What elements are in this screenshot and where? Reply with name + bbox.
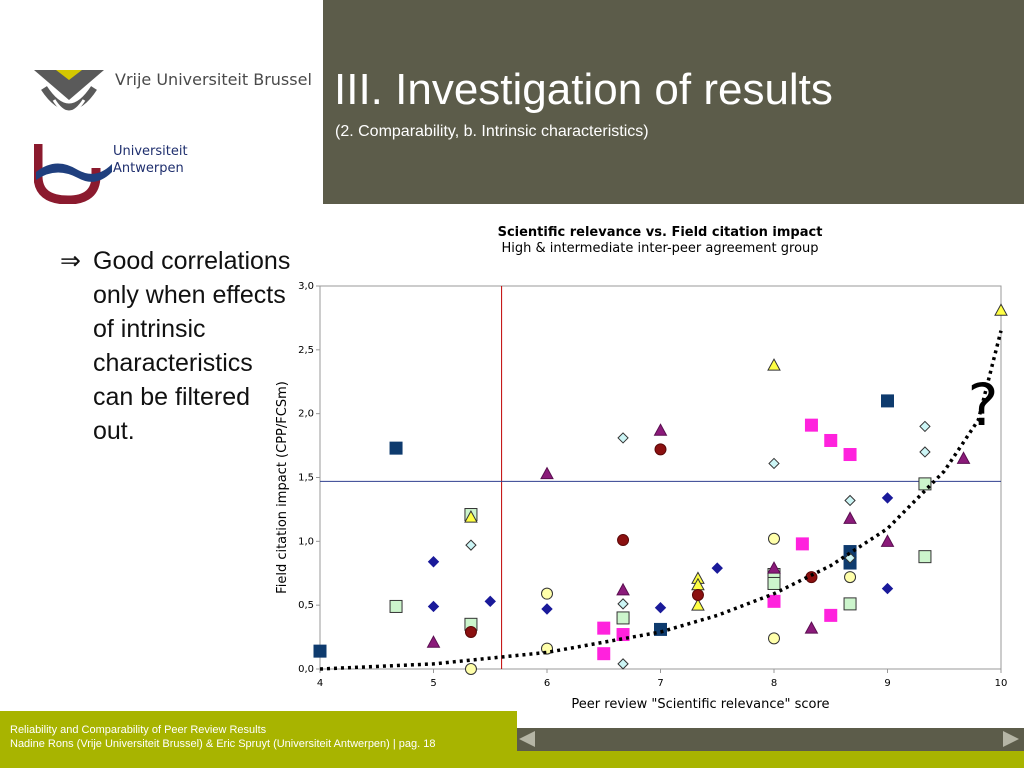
y-tick-label: 0,5 [298,600,314,611]
diamond-data-point [427,600,440,613]
question-mark-annotation: ? [968,371,999,439]
header-panel [323,0,1024,204]
triangle-data-point [426,635,441,648]
x-tick-label: 5 [430,678,436,689]
square-data-point [824,608,838,622]
footer-strip [517,751,1024,768]
diamond-data-point [881,492,894,504]
circle-data-point [691,588,704,601]
circle-data-point [617,534,630,547]
diamond-data-point [844,552,856,564]
square-data-point [804,418,818,432]
footer-authors: Nadine Rons (Vrije Universiteit Brussel)… [10,738,436,750]
slide-subtitle: (2. Comparability, b. Intrinsic characte… [335,123,649,140]
circle-data-point [768,532,780,545]
square-data-point [824,433,838,447]
chart-title: Scientific relevance vs. Field citation … [497,225,823,240]
square-data-point [597,647,611,661]
y-axis-label: Field citation impact (CPP/FCSm) [275,381,290,594]
triangle-data-point [616,582,630,596]
diamond-data-point [541,603,553,615]
square-data-point [843,597,857,611]
arrow-bullet-icon: ⇒ [60,247,81,275]
diamond-data-point [465,539,477,551]
diamond-data-point [919,420,931,433]
scatter-chart: 4 5 6 7 8 9 10 0,0 0,5 1,0 1,5 2,0 2,5 3,0 Peer review… [275,281,1008,712]
diamond-data-point [711,562,723,574]
x-tick-label: 8 [771,678,777,689]
x-axis-label: Peer review "Scientific relevance" score [571,697,829,712]
triangle-data-point [880,534,895,547]
y-tick-label: 0,0 [298,664,314,675]
triangle-data-point [767,561,781,574]
y-tick-label: 1,0 [298,536,314,547]
ua-logo-icon [34,144,112,204]
next-slide-icon[interactable] [1003,731,1019,747]
square-data-point [616,611,630,625]
diamond-data-point [768,457,780,470]
x-tick-label: 4 [317,678,323,689]
x-tick-label: 6 [544,678,550,689]
chart-subtitle: High & intermediate inter-peer agreement… [501,241,819,256]
triangle-data-point [691,598,705,611]
diamond-data-point [844,494,856,507]
diamond-data-point [617,598,629,610]
circle-data-point [464,663,477,675]
slide-title: III. Investigation of results [334,65,833,114]
triangle-data-point [464,510,478,523]
y-tick-label: 2,0 [298,409,314,420]
triangle-data-point [767,358,781,371]
circle-data-point [768,632,780,645]
vub-logo-icon [34,70,104,114]
diamond-data-point [617,432,629,444]
footer-title: Reliability and Comparability of Peer Re… [10,724,267,736]
square-data-point [313,644,327,658]
nav-bar [517,728,1024,751]
diamond-data-point [427,556,440,568]
trend-curve [319,330,1003,671]
vub-name: Vrije Universiteit Brussel [115,70,312,89]
triangle-data-point [956,451,971,464]
square-data-point [881,394,894,408]
circle-data-point [844,571,857,584]
diamond-data-point [617,658,629,670]
square-data-point [597,621,611,635]
circle-data-point [541,587,553,600]
square-data-point [389,441,403,455]
footer-bar [0,711,517,768]
square-data-point [918,550,932,564]
previous-slide-icon[interactable] [519,731,535,747]
y-tick-label: 2,5 [298,345,314,356]
bullet-text: Good correlations only when effects of i… [93,247,291,445]
x-tick-label: 7 [657,678,663,689]
triangle-data-point [653,423,668,436]
square-data-point [843,448,857,462]
ua-name-line1: Universiteit [113,144,188,159]
x-tick-label: 9 [884,678,890,689]
triangle-data-point [994,303,1008,316]
diamond-data-point [654,602,667,614]
square-data-point [389,599,403,613]
y-tick-label: 3,0 [298,281,314,292]
y-tick-label: 1,5 [298,473,314,484]
diamond-data-point [919,446,931,458]
triangle-data-point [540,466,554,480]
diamond-data-point [881,582,894,595]
ua-name-line2: Antwerpen [113,161,184,176]
diamond-data-point [484,595,496,608]
circle-data-point [464,625,477,638]
square-data-point [795,537,809,551]
circle-data-point [654,443,667,456]
x-tick-label: 10 [995,678,1008,689]
square-data-point [767,576,781,590]
triangle-data-point [804,621,819,634]
triangle-data-point [843,511,857,524]
